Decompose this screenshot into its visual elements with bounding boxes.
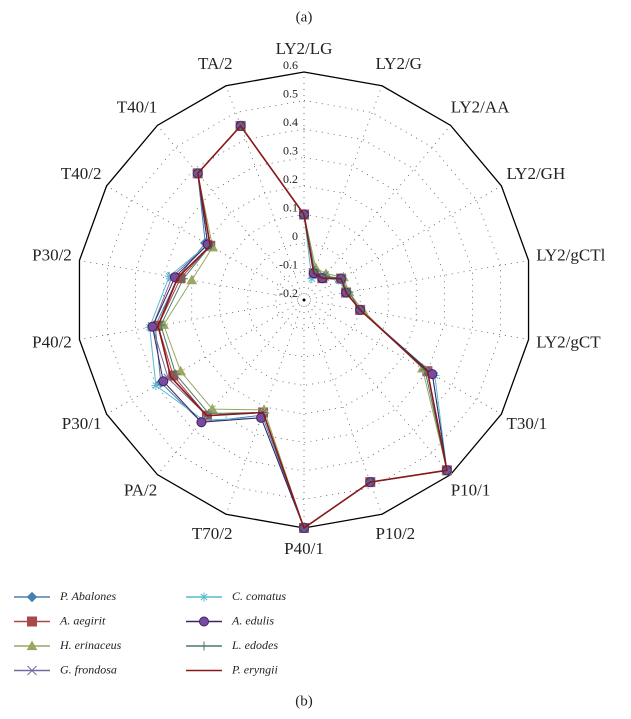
series xyxy=(154,121,452,532)
spoke xyxy=(304,300,501,414)
legend-label: P. eryngii xyxy=(231,662,278,676)
category-label: P40/1 xyxy=(284,539,324,558)
r-tick-label: 0.6 xyxy=(283,58,298,72)
legend-entry: P. eryngii xyxy=(186,662,278,676)
series-line xyxy=(152,126,446,528)
series xyxy=(159,121,451,531)
series-line xyxy=(152,126,446,528)
series-line xyxy=(155,126,447,528)
category-label: LY2/GH xyxy=(507,164,566,183)
top-caption: (a) xyxy=(296,9,313,25)
r-tick-label: 0.3 xyxy=(283,143,298,157)
marker xyxy=(187,276,196,284)
legend-entry: H. erinaceus xyxy=(14,638,122,652)
spoke xyxy=(304,186,501,300)
legend-entry: P. Abalones xyxy=(14,589,117,603)
series-line xyxy=(164,126,447,528)
category-label: LY2/LG xyxy=(276,39,333,58)
series-line xyxy=(161,126,447,528)
category-label: TA/2 xyxy=(198,54,233,73)
r-tick-label: -0.1 xyxy=(279,257,298,271)
legend-label: H. erinaceus xyxy=(59,638,122,652)
category-label: LY2/gCT xyxy=(536,332,601,351)
r-tick-label: 0.4 xyxy=(283,115,298,129)
category-label: LY2/gCTl xyxy=(536,245,605,264)
legend-label: A. edulis xyxy=(231,613,274,627)
r-tick-label: 0 xyxy=(292,229,298,243)
spoke xyxy=(304,300,529,340)
legend-entry: G. frondosa xyxy=(14,662,117,676)
category-label: LY2/G xyxy=(376,54,422,73)
legend-entry: C. comatus xyxy=(186,589,286,603)
spoke xyxy=(107,300,304,414)
legend-entry: A. aegirit xyxy=(14,613,106,627)
category-label: P30/1 xyxy=(62,414,102,433)
legend-label: A. aegirit xyxy=(59,613,106,627)
category-label: P30/2 xyxy=(32,245,72,264)
marker xyxy=(28,593,37,602)
marker xyxy=(200,617,209,626)
category-label: LY2/AA xyxy=(451,97,510,116)
category-label: T40/1 xyxy=(117,97,158,116)
category-label: PA/2 xyxy=(124,480,157,499)
center-dot xyxy=(303,299,306,302)
r-tick-label: -0.2 xyxy=(279,286,298,300)
series xyxy=(151,121,452,532)
marker xyxy=(148,322,157,331)
marker xyxy=(159,377,168,386)
legend-label: L. edodes xyxy=(231,638,278,652)
series xyxy=(148,121,451,532)
legend-label: P. Abalones xyxy=(59,589,117,603)
category-label: P10/1 xyxy=(451,480,491,499)
category-label: P10/2 xyxy=(376,524,416,543)
bottom-caption: (b) xyxy=(295,693,313,709)
legend-label: G. frondosa xyxy=(60,662,117,676)
category-label: T30/1 xyxy=(507,414,548,433)
series xyxy=(145,121,451,532)
series xyxy=(148,121,451,532)
legend-label: C. comatus xyxy=(232,589,286,603)
marker xyxy=(200,593,209,602)
legend-entry: A. edulis xyxy=(186,613,274,627)
category-label: T40/2 xyxy=(61,164,102,183)
series-line xyxy=(150,126,447,528)
category-label: T70/2 xyxy=(192,524,233,543)
marker xyxy=(200,642,209,651)
category-label: P40/2 xyxy=(32,332,72,351)
r-tick-label: 0.2 xyxy=(283,172,298,186)
marker xyxy=(197,418,206,427)
r-tick-label: 0.5 xyxy=(283,86,298,100)
marker xyxy=(28,617,37,626)
legend-entry: L. edodes xyxy=(186,638,278,652)
